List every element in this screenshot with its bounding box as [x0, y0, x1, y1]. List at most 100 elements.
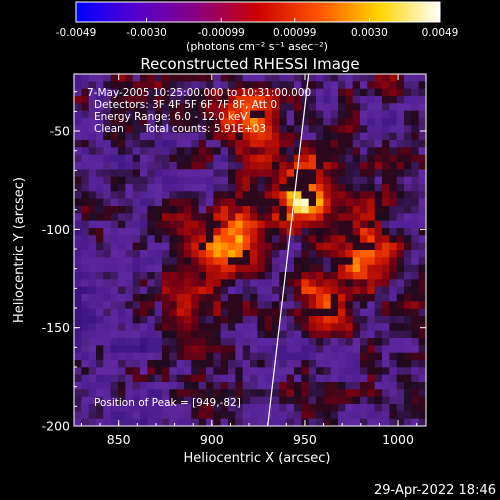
- heatmap-cell: [367, 220, 376, 229]
- heatmap-cell: [147, 367, 156, 376]
- heatmap-cell: [286, 323, 295, 332]
- heatmap-cell: [118, 206, 126, 214]
- heatmap-cell: [140, 154, 148, 163]
- heatmap-cell: [96, 323, 104, 332]
- heatmap-cell: [235, 191, 244, 200]
- heatmap-cell: [235, 88, 244, 97]
- heatmap-cell: [220, 396, 229, 405]
- heatmap-cell: [154, 382, 163, 390]
- heatmap-cell: [132, 81, 141, 90]
- heatmap-cell: [206, 96, 214, 104]
- heatmap-cell: [96, 382, 104, 390]
- heatmap-cell: [308, 206, 317, 214]
- heatmap-cell: [213, 228, 222, 236]
- heatmap-cell: [88, 352, 97, 361]
- heatmap-cell: [404, 184, 412, 192]
- heatmap-cell: [418, 250, 426, 258]
- heatmap-cell: [191, 140, 200, 148]
- heatmap-cell: [323, 81, 332, 90]
- heatmap-cell: [382, 367, 390, 376]
- heatmap-cell: [162, 352, 170, 361]
- heatmap-cell: [140, 147, 148, 156]
- heatmap-cell: [272, 140, 280, 148]
- heatmap-cell: [323, 125, 332, 134]
- heatmap-cell: [154, 301, 163, 310]
- heatmap-cell: [279, 367, 288, 376]
- heatmap-cell: [176, 345, 185, 354]
- heatmap-cell: [308, 338, 317, 346]
- heatmap-cell: [250, 389, 258, 398]
- heatmap-cell: [345, 81, 354, 90]
- heatmap-cell: [286, 176, 295, 185]
- heatmap-cell: [191, 286, 200, 295]
- heatmap-cell: [191, 118, 200, 126]
- heatmap-cell: [176, 184, 185, 192]
- heatmap-cell: [272, 418, 280, 426]
- heatmap-cell: [162, 228, 170, 236]
- heatmap-cell: [242, 411, 251, 420]
- colorbar: [75, 1, 441, 23]
- heatmap-cell: [103, 294, 112, 302]
- heatmap-cell: [184, 81, 192, 90]
- heatmap-cell: [235, 272, 244, 280]
- heatmap-cell: [250, 330, 258, 339]
- heatmap-cell: [396, 176, 405, 185]
- heatmap-cell: [198, 323, 207, 332]
- heatmap-cell: [411, 191, 420, 200]
- heatmap-cell: [272, 184, 280, 192]
- heatmap-cell: [411, 374, 420, 383]
- heatmap-cell: [198, 169, 207, 178]
- heatmap-cell: [228, 308, 236, 317]
- heatmap-cell: [382, 396, 390, 405]
- heatmap-cell: [374, 147, 383, 156]
- heatmap-cell: [132, 308, 141, 317]
- heatmap-cell: [396, 257, 405, 266]
- heatmap-cell: [213, 257, 222, 266]
- heatmap-cell: [140, 323, 148, 332]
- heatmap-cell: [396, 169, 405, 178]
- heatmap-cell: [382, 198, 390, 207]
- heatmap-cell: [404, 198, 412, 207]
- heatmap-cell: [154, 294, 163, 302]
- heatmap-cell: [88, 162, 97, 170]
- heatmap-cell: [338, 316, 346, 324]
- heatmap-cell: [81, 81, 90, 90]
- heatmap-cell: [213, 367, 222, 376]
- heatmap-cell: [169, 198, 178, 207]
- heatmap-cell: [81, 360, 90, 368]
- heatmap-cell: [147, 140, 156, 148]
- heatmap-cell: [323, 176, 332, 185]
- heatmap-cell: [396, 396, 405, 405]
- heatmap-cell: [154, 184, 163, 192]
- heatmap-cell: [242, 316, 251, 324]
- heatmap-cell: [316, 220, 324, 229]
- heatmap-cell: [206, 272, 214, 280]
- heatmap-cell: [345, 242, 354, 251]
- heatmap-cell: [374, 235, 383, 244]
- heatmap-cell: [345, 360, 354, 368]
- heatmap-cell: [81, 382, 90, 390]
- heatmap-cell: [374, 154, 383, 163]
- heatmap-cell: [184, 345, 192, 354]
- heatmap-cell: [418, 286, 426, 295]
- heatmap-cell: [411, 382, 420, 390]
- heatmap-cell: [389, 88, 398, 97]
- heatmap-cell: [213, 396, 222, 405]
- heatmap-cell: [103, 264, 112, 273]
- heatmap-cell: [396, 81, 405, 90]
- heatmap-cell: [360, 367, 368, 376]
- heatmap-cell: [360, 162, 368, 170]
- heatmap-cell: [374, 110, 383, 119]
- heatmap-cell: [308, 301, 317, 310]
- heatmap-cell: [228, 272, 236, 280]
- heatmap-cell: [198, 96, 207, 104]
- heatmap-cell: [81, 169, 90, 178]
- heatmap-cell: [286, 301, 295, 310]
- heatmap-cell: [338, 110, 346, 119]
- heatmap-cell: [367, 132, 376, 141]
- heatmap-cell: [250, 191, 258, 200]
- heatmap-cell: [110, 330, 119, 339]
- heatmap-cell: [294, 169, 302, 178]
- heatmap-cell: [257, 404, 266, 412]
- heatmap-cell: [228, 213, 236, 222]
